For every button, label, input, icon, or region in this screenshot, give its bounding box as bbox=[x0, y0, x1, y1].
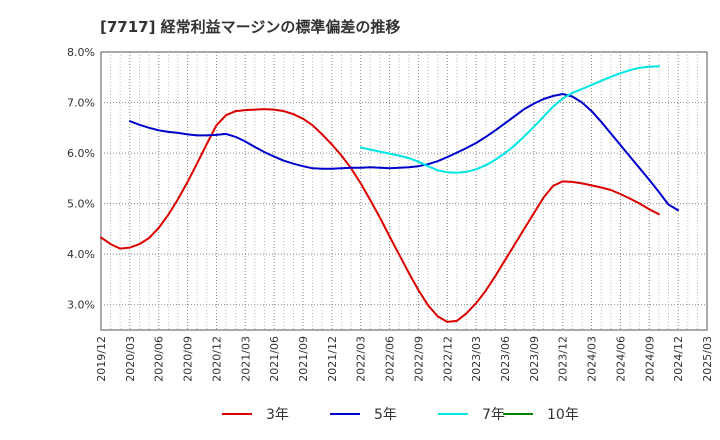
plot-area bbox=[100, 51, 708, 331]
series-line-3年 bbox=[100, 108, 660, 323]
y-tick-label: 4.0% bbox=[67, 248, 95, 261]
y-tick-label: 7.0% bbox=[67, 97, 95, 110]
series-line-5年 bbox=[128, 93, 680, 212]
chart-title: [7717] 経常利益マージンの標準偏差の推移 bbox=[100, 18, 400, 36]
x-tick-label: 2023/03 bbox=[470, 336, 483, 382]
x-tick-label: 2024/06 bbox=[614, 336, 627, 382]
y-tick-label: 5.0% bbox=[67, 198, 95, 211]
x-tick-label: 2022/09 bbox=[412, 336, 425, 382]
x-tick-label: 2021/12 bbox=[326, 336, 339, 382]
x-axis-ticks: 2019/12 2020/03 2020/06 2020/09 2020/12 2021/… bbox=[95, 336, 714, 382]
x-tick-label: 2019/12 bbox=[95, 336, 108, 382]
x-tick-label: 2023/06 bbox=[499, 336, 512, 382]
legend: 3年 5年 7年 10年 bbox=[222, 407, 579, 423]
y-tick-label: 6.0% bbox=[67, 147, 95, 160]
x-tick-label: 2023/12 bbox=[557, 336, 570, 382]
legend-label-5年: 5年 bbox=[374, 407, 397, 423]
x-tick-label: 2020/06 bbox=[153, 336, 166, 382]
legend-label-7年: 7年 bbox=[482, 407, 505, 423]
x-tick-label: 2020/09 bbox=[182, 336, 195, 382]
y-tick-label: 8.0% bbox=[67, 46, 95, 59]
x-tick-label: 2023/09 bbox=[528, 336, 541, 382]
x-tick-label: 2021/03 bbox=[239, 336, 252, 382]
legend-label-3年: 3年 bbox=[266, 407, 289, 423]
x-tick-label: 2024/03 bbox=[586, 336, 599, 382]
series-lines bbox=[100, 65, 680, 323]
y-axis-ticks: 3.0% 4.0% 5.0% 6.0% 7.0% 8.0% bbox=[67, 46, 95, 312]
x-tick-label: 2022/06 bbox=[384, 336, 397, 382]
x-tick-label: 2020/12 bbox=[210, 336, 223, 382]
x-tick-label: 2022/03 bbox=[355, 336, 368, 382]
x-tick-label: 2025/03 bbox=[701, 336, 714, 382]
y-tick-label: 3.0% bbox=[67, 299, 95, 312]
x-tick-label: 2021/06 bbox=[268, 336, 281, 382]
grid bbox=[101, 52, 707, 330]
x-tick-label: 2021/09 bbox=[297, 336, 310, 382]
x-tick-label: 2024/12 bbox=[672, 336, 685, 382]
series-line-7年 bbox=[359, 65, 660, 174]
x-tick-label: 2022/12 bbox=[441, 336, 454, 382]
legend-label-10年: 10年 bbox=[547, 407, 579, 423]
x-tick-label: 2020/03 bbox=[124, 336, 137, 382]
x-tick-label: 2024/09 bbox=[643, 336, 656, 382]
